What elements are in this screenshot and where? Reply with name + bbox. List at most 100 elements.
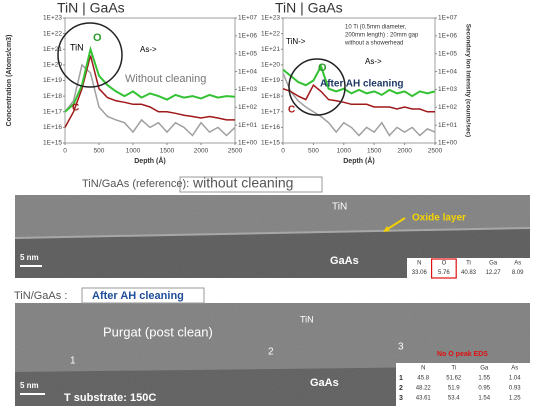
table-header: O [442,261,447,267]
y2-tick-label: 1E+03 [438,86,457,93]
annotation: C [72,103,79,114]
x-tick-label: 2000 [194,148,209,155]
panel-heading: TiN/GaAs (reference): [82,178,189,190]
y2-tick-label: 1E+06 [438,33,457,40]
x-tick-label: 1000 [337,148,352,155]
table-cell: 1.04 [509,376,521,382]
panel-condition: without cleaning [192,175,293,191]
image-label: 1 [70,356,76,367]
image-label: Purgat (post clean) [103,324,213,339]
annotation: C [288,105,295,116]
image-label: 2 [268,347,274,358]
y-tick-label: 1E+18 [261,93,280,100]
y2-tick-label: 1E+02 [238,104,257,111]
row-label: 3 [399,395,403,402]
y-tick-label: 1E+15 [261,140,280,147]
image-label: TiN [332,202,347,213]
image-label: GaAs [330,255,359,267]
y-tick-label: 1E+18 [43,93,62,100]
x-tick-label: 0 [63,148,67,155]
y-tick-label: 1E+22 [43,30,62,37]
table-cell: 51.62 [446,376,462,382]
y-tick-label: 1E+17 [261,108,280,115]
x-tick-label: 1500 [160,148,175,155]
y-tick-label: 1E+17 [43,108,62,115]
image-label: Oxide layer [412,213,466,224]
image-label: T substrate: 150C [64,392,156,404]
annotation: Without cleaning [125,73,206,85]
scale-bar-label: 5 nm [20,253,39,262]
table-cell: 12.27 [486,270,502,276]
y2-tick-label: 1E+03 [238,86,257,93]
row-label: 2 [399,385,403,392]
annotation: O [318,62,327,74]
image-label: GaAs [310,377,339,389]
y2-tick-label: 1E+00 [238,140,257,147]
y2-axis-label: Secondary Ion Intensity (counts/sec) [464,24,471,137]
x-tick-label: 1500 [367,148,382,155]
table-cell: 1.55 [478,376,490,382]
x-axis-label: Depth (Å) [134,156,166,165]
plot-title: TiN | GaAs [57,0,125,16]
table-header: As [511,366,518,372]
x-axis-label: Depth (Å) [343,156,375,165]
table-header: Ti [466,261,471,267]
x-tick-label: 2500 [228,148,243,155]
y2-tick-label: 1E+06 [238,33,257,40]
table-cell: 53.4 [448,396,460,402]
table-cell: 45.8 [417,376,429,382]
annotation: 200mm length) : 20mm gap [345,33,419,39]
table-cell: 1.54 [478,396,490,402]
table-cell: 0.93 [509,386,521,392]
annotation: 10 Ti (0.5mm diameter, [345,25,407,31]
y2-tick-label: 1E+02 [438,104,457,111]
table-header: Ga [480,366,489,372]
annotation: After AH cleaning [320,79,404,90]
x-tick-label: 2500 [428,148,443,155]
y2-tick-label: 1E+05 [438,50,457,57]
y-tick-label: 1E+19 [261,77,280,84]
panel-heading: TiN/GaAs : [14,290,67,302]
table-cell: 8.09 [512,270,524,276]
figure: TiN | GaAs 1E+15 1E+16 1E+17 1E+18 1E+19 1E+20… [0,0,537,409]
plot-title: TiN | GaAs [275,0,343,16]
y-tick-label: 1E+16 [43,124,62,131]
y-tick-label: 1E+23 [261,15,280,22]
row-label: 1 [399,375,403,382]
y2-tick-label: 1E+04 [438,68,457,75]
image-label: 3 [398,342,404,353]
x-tick-label: 500 [94,148,105,155]
table-cell: 43.61 [416,396,432,402]
table-cell: 1.25 [509,396,521,402]
y-tick-label: 1E+19 [43,77,62,84]
x-tick-label: 1000 [126,148,141,155]
x-tick-label: 0 [281,148,285,155]
image-label: No O peak EDS [437,351,488,358]
table-header: As [514,261,521,267]
y-tick-label: 1E+16 [261,124,280,131]
annotation: O [93,32,102,44]
y-tick-label: 1E+20 [261,62,280,69]
table-header: N [417,261,421,267]
scale-bar-label: 5 nm [20,381,39,390]
panel-condition: After AH cleaning [92,290,184,302]
y-tick-label: 1E+15 [43,140,62,147]
x-tick-label: 500 [308,148,319,155]
annotation: TiN [70,42,84,52]
table-cell: 48.22 [416,386,432,392]
series-line [65,56,235,128]
y2-tick-label: 1E+07 [238,15,257,22]
y-tick-label: 1E+21 [261,46,280,53]
table-cell: 5.76 [438,270,450,276]
table-header: Ti [451,366,456,372]
y2-tick-label: 1E+01 [238,122,257,129]
table-header: Ga [489,261,498,267]
table-cell: 51.9 [448,386,460,392]
table-cell: 33.06 [412,270,428,276]
table-cell: 0.95 [478,386,490,392]
table-header: N [421,366,425,372]
x-tick-label: 2000 [397,148,412,155]
annotation: without a showerhead [344,41,403,47]
y2-tick-label: 1E+05 [238,50,257,57]
y2-tick-label: 1E+04 [238,68,257,75]
